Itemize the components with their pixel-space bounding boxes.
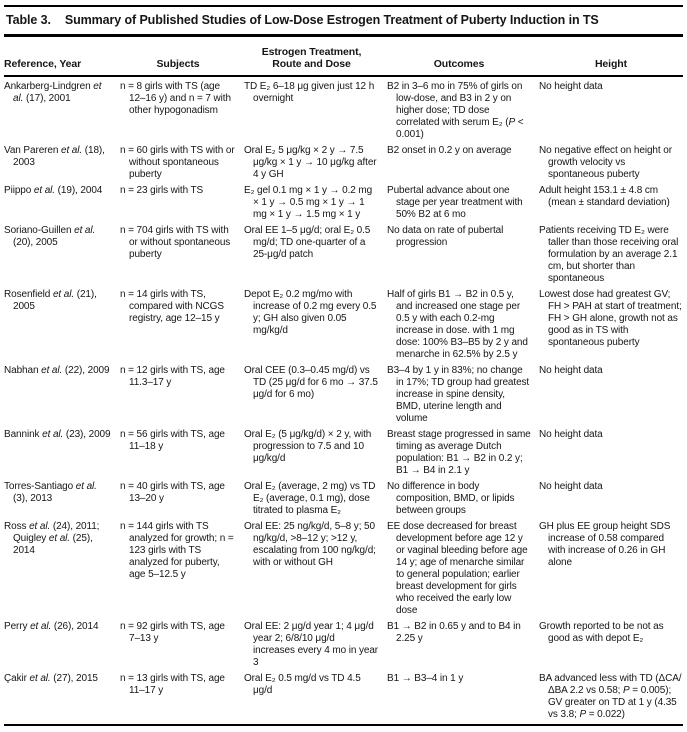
cell-subjects: n = 60 girls with TS with or without spo… [120, 145, 235, 180]
cell-reference-year: Piippo et al. (19), 2004 [4, 185, 103, 196]
table-row: Nabhan et al. (22), 2009 n = 12 girls wi… [4, 364, 683, 428]
cell-height: No height data [539, 481, 603, 492]
cell-outcomes: No difference in body composition, BMD, … [387, 481, 515, 516]
table-row: Van Pareren et al. (18), 2003 n = 60 gir… [4, 144, 683, 184]
table-body: Ankarberg-Lindgren et al. (17), 2001 n =… [4, 76, 683, 725]
table-row: Ankarberg-Lindgren et al. (17), 2001 n =… [4, 76, 683, 144]
cell-outcomes: EE dose decreased for breast development… [387, 521, 528, 616]
cell-reference-year: Nabhan et al. (22), 2009 [4, 365, 110, 376]
cell-height: Patients receiving TD E₂ were taller tha… [539, 225, 679, 284]
cell-reference-year: Van Pareren et al. (18), 2003 [4, 145, 105, 168]
header-row: Reference, Year Subjects Estrogen Treatm… [4, 37, 683, 77]
table-row: Rosenfield et al. (21), 2005 n = 14 girl… [4, 288, 683, 364]
cell-reference-year: Ankarberg-Lindgren et al. (17), 2001 [4, 81, 102, 104]
cell-subjects: n = 704 girls with TS with or without sp… [120, 225, 231, 260]
cell-outcomes: Half of girls B1 → B2 in 0.5 y, and incr… [387, 289, 528, 360]
cell-subjects: n = 12 girls with TS, age 11.3–17 y [120, 365, 225, 388]
column-header-height: Height [539, 37, 683, 77]
cell-treatment: Oral EE: 25 ng/kg/d, 5–8 y; 50 ng/kg/d, … [244, 521, 376, 568]
table-row: Bannink et al. (23), 2009 n = 56 girls w… [4, 428, 683, 480]
cell-treatment: Oral E₂ (5 μg/kg/d) × 2 y, with progress… [244, 429, 372, 464]
cell-outcomes: B1 → B3–4 in 1 y [387, 673, 464, 684]
cell-subjects: n = 8 girls with TS (age 12–16 y) and n … [120, 81, 231, 116]
studies-table: Reference, Year Subjects Estrogen Treatm… [4, 37, 683, 726]
cell-treatment: Oral EE: 2 μg/d year 1; 4 μg/d year 2; 6… [244, 621, 379, 668]
cell-height: GH plus EE group height SDS increase of … [539, 521, 671, 568]
cell-height: Growth reported to be not as good as wit… [539, 621, 664, 644]
cell-reference-year: Torres-Santiago et al. (3), 2013 [4, 481, 97, 504]
cell-reference-year: Rosenfield et al. (21), 2005 [4, 289, 97, 312]
cell-reference-year: Çakir et al. (27), 2015 [4, 673, 98, 684]
cell-reference-year: Perry et al. (26), 2014 [4, 621, 99, 632]
cell-treatment: Oral E₂ (average, 2 mg) vs TD E₂ (averag… [244, 481, 376, 516]
cell-treatment: Oral E₂ 5 μg/kg × 2 y → 7.5 μg/kg × 1 y … [244, 145, 377, 180]
cell-treatment: E₂ gel 0.1 mg × 1 y → 0.2 mg × 1 y → 0.5… [244, 185, 373, 220]
cell-outcomes: B1 → B2 in 0.65 y and to B4 in 2.25 y [387, 621, 521, 644]
cell-subjects: n = 40 girls with TS, age 13–20 y [120, 481, 225, 504]
table-row: Torres-Santiago et al. (3), 2013 n = 40 … [4, 480, 683, 520]
table-row: Soriano-Guillen et al. (20), 2005 n = 70… [4, 224, 683, 288]
table-row: Çakir et al. (27), 2015 n = 13 girls wit… [4, 672, 683, 725]
page-title: Summary of Published Studies of Low-Dose… [64, 13, 599, 27]
cell-subjects: n = 14 girls with TS, compared with NCGS… [120, 289, 224, 324]
cell-reference-year: Bannink et al. (23), 2009 [4, 429, 111, 440]
table-caption: Table 3. Summary of Published Studies of … [4, 5, 683, 37]
table-header: Reference, Year Subjects Estrogen Treatm… [4, 37, 683, 77]
table-row: Perry et al. (26), 2014 n = 92 girls wit… [4, 620, 683, 672]
table-label: Table 3. [6, 13, 51, 27]
column-header-subjects: Subjects [120, 37, 244, 77]
column-header-reference-year: Reference, Year [4, 37, 120, 77]
cell-height: No height data [539, 429, 603, 440]
cell-height: Lowest dose had greatest GV; FH > PAH at… [539, 289, 682, 348]
cell-reference-year: Ross et al. (24), 2011; Quigley et al. (… [4, 521, 100, 556]
cell-outcomes: B2 onset in 0.2 y on average [387, 145, 512, 156]
cell-subjects: n = 23 girls with TS [120, 185, 204, 196]
cell-subjects: n = 92 girls with TS, age 7–13 y [120, 621, 225, 644]
cell-treatment: Oral E₂ 0.5 mg/d vs TD 4.5 μg/d [244, 673, 361, 696]
cell-treatment: Oral CEE (0.3–0.45 mg/d) vs TD (25 μg/d … [244, 365, 378, 400]
cell-outcomes: Pubertal advance about one stage per yea… [387, 185, 523, 220]
cell-outcomes: Breast stage progressed in same timing a… [387, 429, 531, 476]
cell-outcomes: B2 in 3–6 mo in 75% of girls on low-dose… [387, 81, 524, 140]
cell-height: BA advanced less with TD (ΔCA/ΔBA 2.2 vs… [539, 673, 682, 720]
cell-outcomes: No data on rate of pubertal progression [387, 225, 504, 248]
cell-subjects: n = 13 girls with TS, age 11–17 y [120, 673, 225, 696]
cell-treatment: Depot E₂ 0.2 mg/mo with increase of 0.2 … [244, 289, 377, 336]
table-row: Ross et al. (24), 2011; Quigley et al. (… [4, 520, 683, 620]
cell-reference-year: Soriano-Guillen et al. (20), 2005 [4, 225, 96, 248]
cell-treatment: Oral EE 1–5 μg/d; oral E₂ 0.5 mg/d; TD o… [244, 225, 371, 260]
column-header-outcomes: Outcomes [387, 37, 539, 77]
cell-outcomes: B3–4 by 1 y in 83%; no change in 17%; TD… [387, 365, 530, 424]
column-header-estrogen-treatment: Estrogen Treatment, Route and Dose [244, 37, 387, 77]
table-row: Piippo et al. (19), 2004 n = 23 girls wi… [4, 184, 683, 224]
cell-subjects: n = 56 girls with TS, age 11–18 y [120, 429, 225, 452]
cell-height: Adult height 153.1 ± 4.8 cm (mean ± stan… [539, 185, 670, 208]
cell-height: No height data [539, 365, 603, 376]
cell-treatment: TD E₂ 6–18 μg given just 12 h overnight [244, 81, 375, 104]
cell-subjects: n = 144 girls with TS analyzed for growt… [120, 521, 234, 580]
cell-height: No negative effect on height or growth v… [539, 145, 672, 180]
cell-height: No height data [539, 81, 603, 92]
